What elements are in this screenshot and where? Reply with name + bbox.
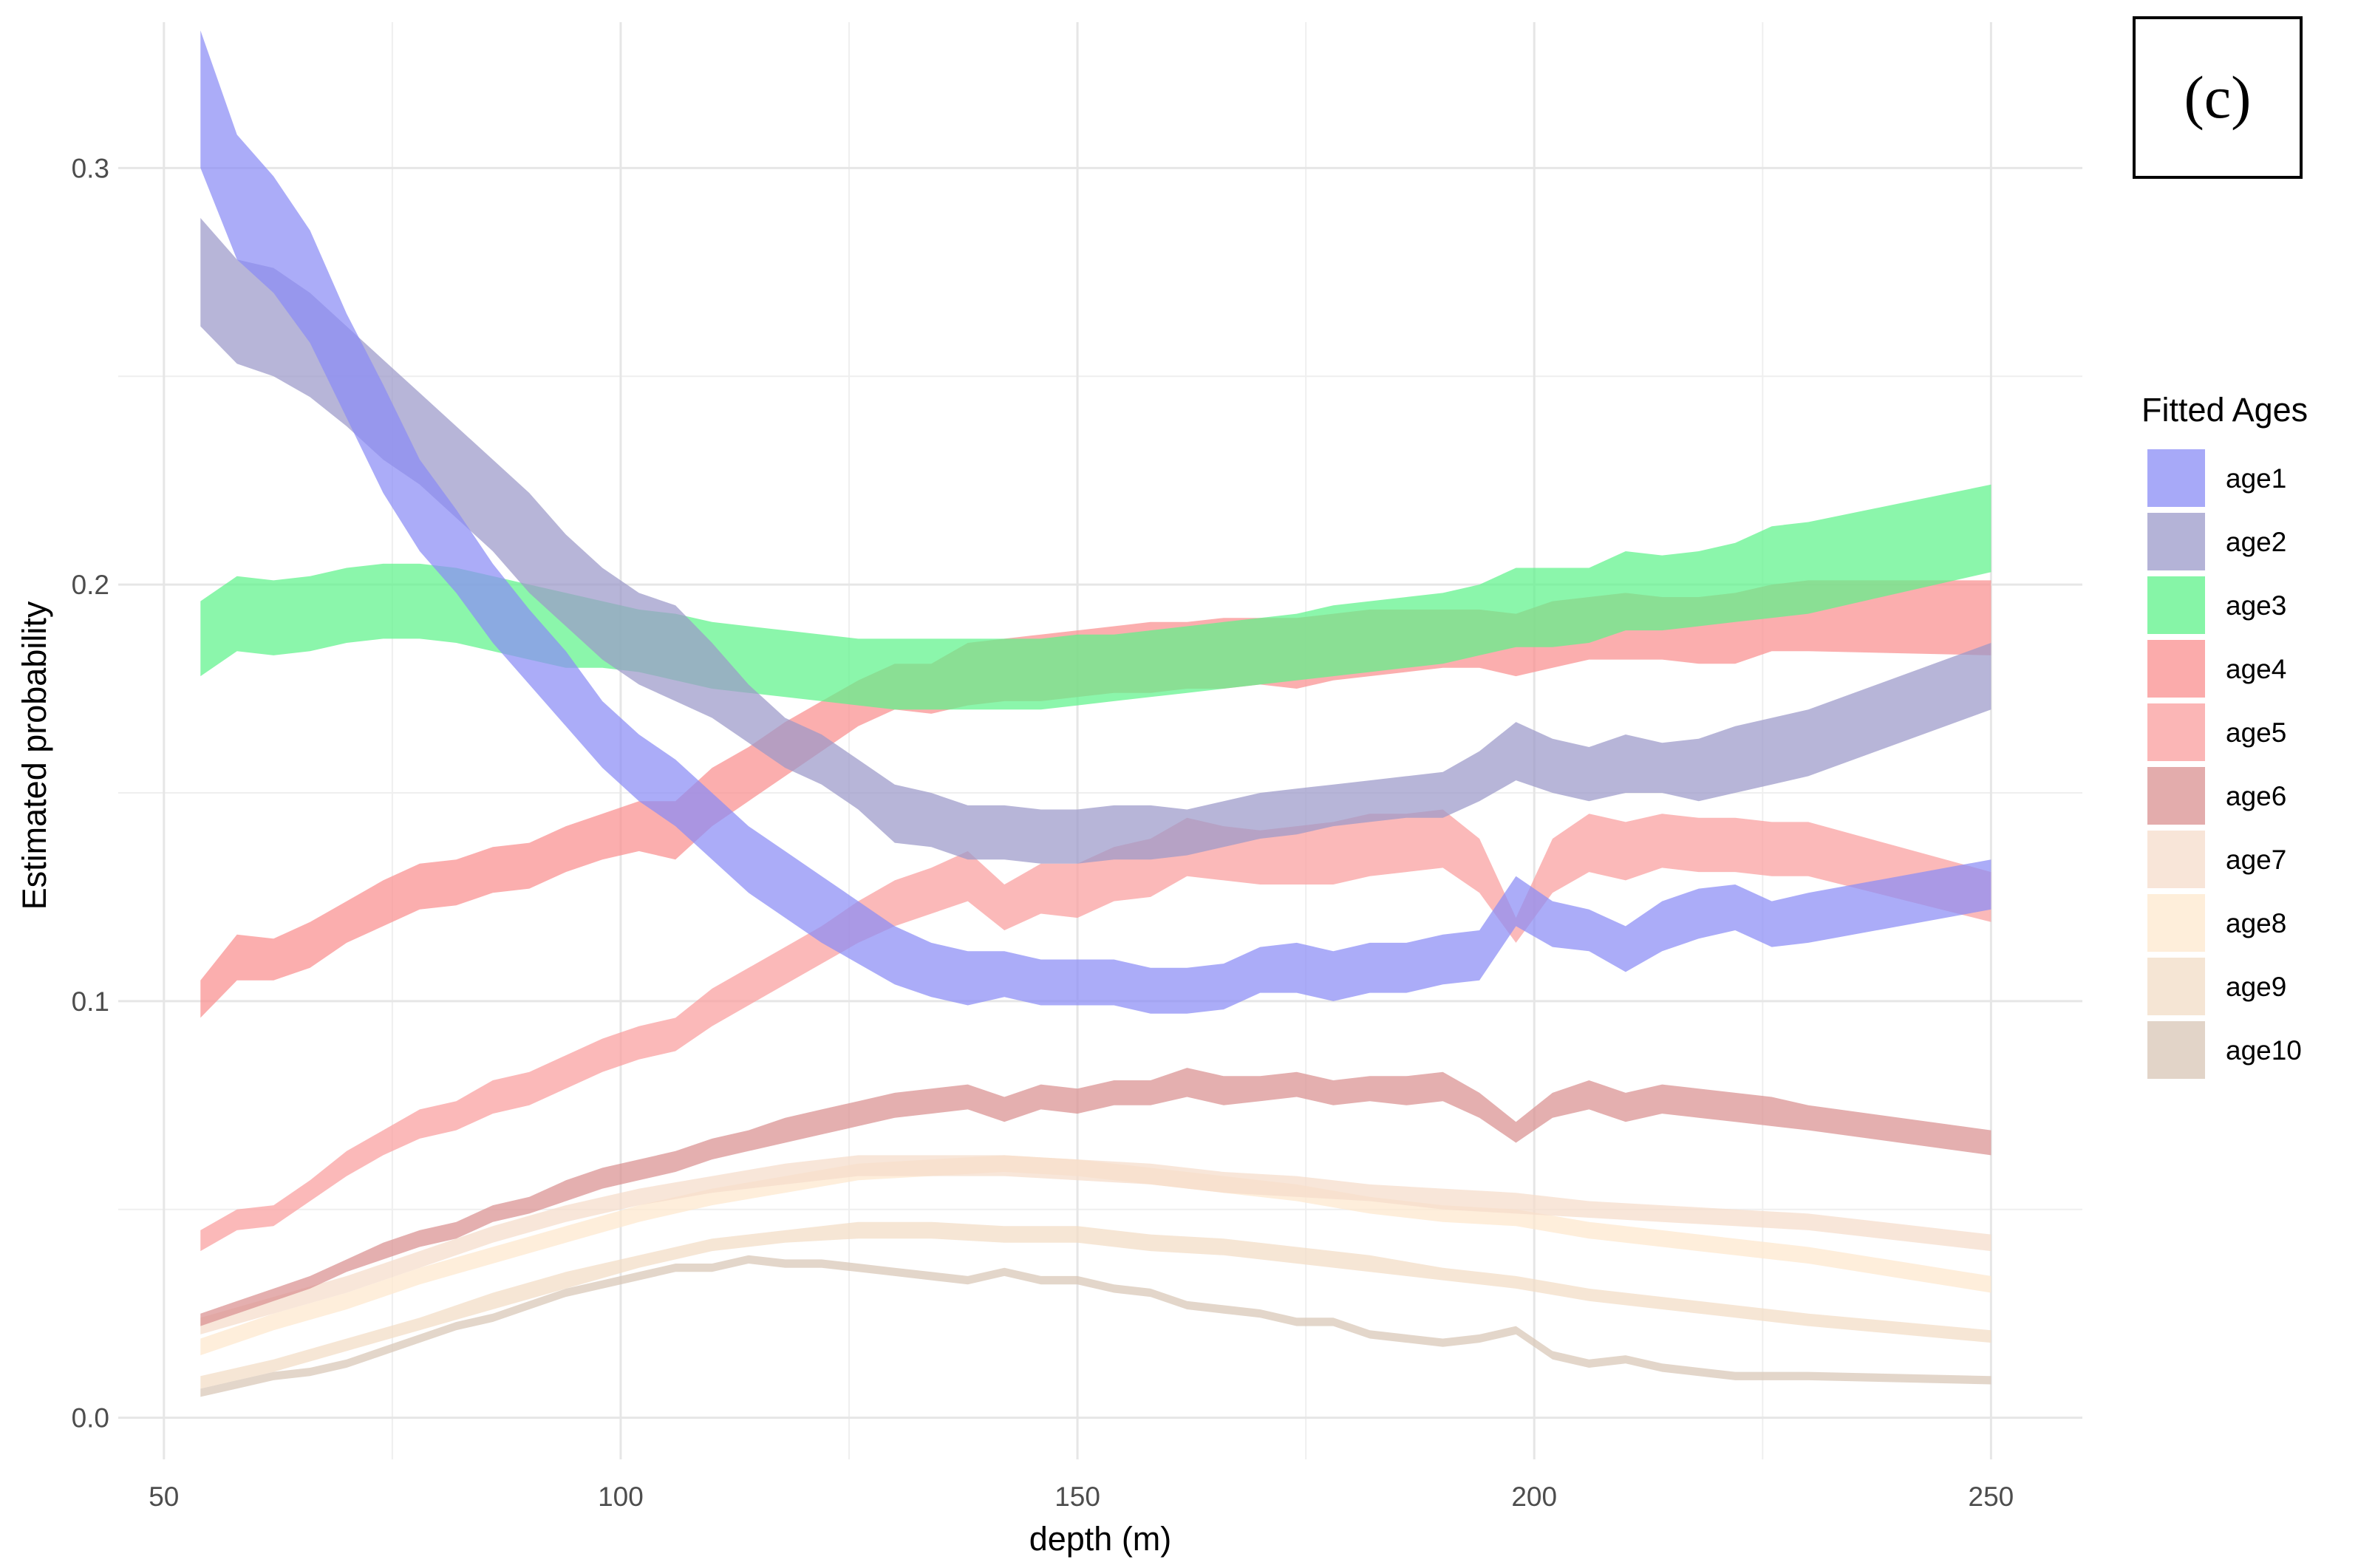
legend-swatch-age2 bbox=[2147, 513, 2205, 570]
legend-label-age10: age10 bbox=[2226, 1035, 2302, 1066]
legend-items: age1 age2 age3 age4 age5 age6 age7 age8 age9 age1… bbox=[2147, 449, 2302, 1079]
ribbon-age10 bbox=[200, 1255, 1991, 1397]
legend-swatch-age5 bbox=[2147, 703, 2205, 761]
ribbon-age9 bbox=[200, 1221, 1991, 1389]
y-tick-label: 0.3 bbox=[72, 153, 109, 183]
y-axis-title: Estimated probability bbox=[16, 601, 53, 910]
legend-swatch-age3 bbox=[2147, 576, 2205, 634]
x-tick-label: 250 bbox=[1969, 1482, 2014, 1512]
legend-label-age2: age2 bbox=[2226, 527, 2286, 557]
x-tick-label: 200 bbox=[1511, 1482, 1557, 1512]
legend-swatch-age1 bbox=[2147, 449, 2205, 507]
ribbons bbox=[200, 30, 1991, 1397]
legend-label-age5: age5 bbox=[2226, 717, 2286, 748]
ribbon-age5 bbox=[200, 809, 1991, 1252]
legend-label-age4: age4 bbox=[2226, 654, 2286, 684]
legend: Fitted Ages age1 age2 age3 age4 age5 age6 age7… bbox=[2141, 391, 2308, 1079]
legend-label-age3: age3 bbox=[2226, 590, 2286, 621]
y-tick-label: 0.2 bbox=[72, 570, 109, 600]
legend-swatch-age8 bbox=[2147, 894, 2205, 952]
y-tick-label: 0.0 bbox=[72, 1403, 109, 1434]
legend-label-age6: age6 bbox=[2226, 781, 2286, 811]
ribbon-age8 bbox=[200, 1155, 1991, 1356]
panel-label-text: (c) bbox=[2184, 64, 2252, 131]
legend-label-age8: age8 bbox=[2226, 908, 2286, 938]
ribbon-age7 bbox=[200, 1155, 1991, 1334]
ribbon-age2 bbox=[200, 218, 1991, 864]
legend-title: Fitted Ages bbox=[2141, 391, 2308, 429]
x-tick-label: 100 bbox=[598, 1482, 644, 1512]
legend-swatch-age6 bbox=[2147, 767, 2205, 825]
ribbon-age6 bbox=[200, 1068, 1991, 1326]
legend-swatch-age4 bbox=[2147, 640, 2205, 698]
x-axis-title: depth (m) bbox=[1029, 1520, 1172, 1558]
legend-swatch-age9 bbox=[2147, 958, 2205, 1015]
x-tick-label: 150 bbox=[1054, 1482, 1100, 1512]
tick-labels: 50 100 150 200 250 0.0 0.1 0.2 0.3 bbox=[72, 153, 2014, 1512]
y-tick-label: 0.1 bbox=[72, 986, 109, 1017]
x-tick-label: 50 bbox=[149, 1482, 179, 1512]
legend-swatch-age10 bbox=[2147, 1021, 2205, 1079]
panel-label: (c) bbox=[2133, 16, 2303, 179]
legend-label-age7: age7 bbox=[2226, 845, 2286, 875]
ribbon-age1 bbox=[200, 30, 1991, 1014]
legend-label-age1: age1 bbox=[2226, 463, 2286, 494]
legend-swatch-age7 bbox=[2147, 831, 2205, 888]
legend-label-age9: age9 bbox=[2226, 972, 2286, 1002]
